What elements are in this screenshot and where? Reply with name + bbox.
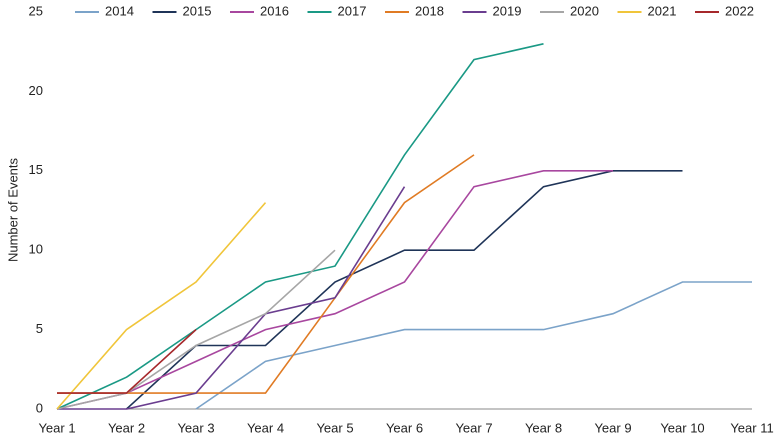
series-line <box>195 281 752 410</box>
x-tick-label: Year 11 <box>730 420 773 435</box>
series-line <box>125 170 683 410</box>
x-tick-label: Year 7 <box>455 420 492 435</box>
x-tick-label: Year 8 <box>525 420 562 435</box>
x-tick-label: Year 10 <box>660 420 704 435</box>
x-tick-label: Year 9 <box>594 420 631 435</box>
x-tick-label: Year 6 <box>386 420 423 435</box>
legend-label: 2019 <box>493 3 522 18</box>
legend-label: 2017 <box>338 3 367 18</box>
series-line <box>57 154 475 394</box>
series-line <box>56 170 613 410</box>
y-tick-label: 0 <box>36 400 43 415</box>
y-tick-label: 25 <box>29 3 43 18</box>
series-line <box>56 249 336 410</box>
x-tick-label: Year 2 <box>108 420 145 435</box>
x-tick-label: Year 1 <box>38 420 75 435</box>
legend-label: 2015 <box>183 3 212 18</box>
series-line <box>57 186 406 410</box>
legend-label: 2022 <box>725 3 754 18</box>
legend-label: 2016 <box>260 3 289 18</box>
legend-label: 2014 <box>105 3 134 18</box>
series-line <box>56 202 267 410</box>
y-tick-label: 5 <box>36 321 43 336</box>
x-tick-label: Year 4 <box>247 420 284 435</box>
y-tick-label: 10 <box>29 242 43 257</box>
legend-label: 2018 <box>415 3 444 18</box>
legend-label: 2020 <box>570 3 599 18</box>
x-tick-label: Year 3 <box>177 420 214 435</box>
y-tick-label: 20 <box>29 83 43 98</box>
y-axis-label: Number of Events <box>5 157 20 262</box>
series-line <box>56 43 544 410</box>
legend-label: 2021 <box>648 3 677 18</box>
series-line <box>57 329 197 394</box>
x-tick-label: Year 5 <box>316 420 353 435</box>
y-tick-label: 15 <box>29 162 43 177</box>
